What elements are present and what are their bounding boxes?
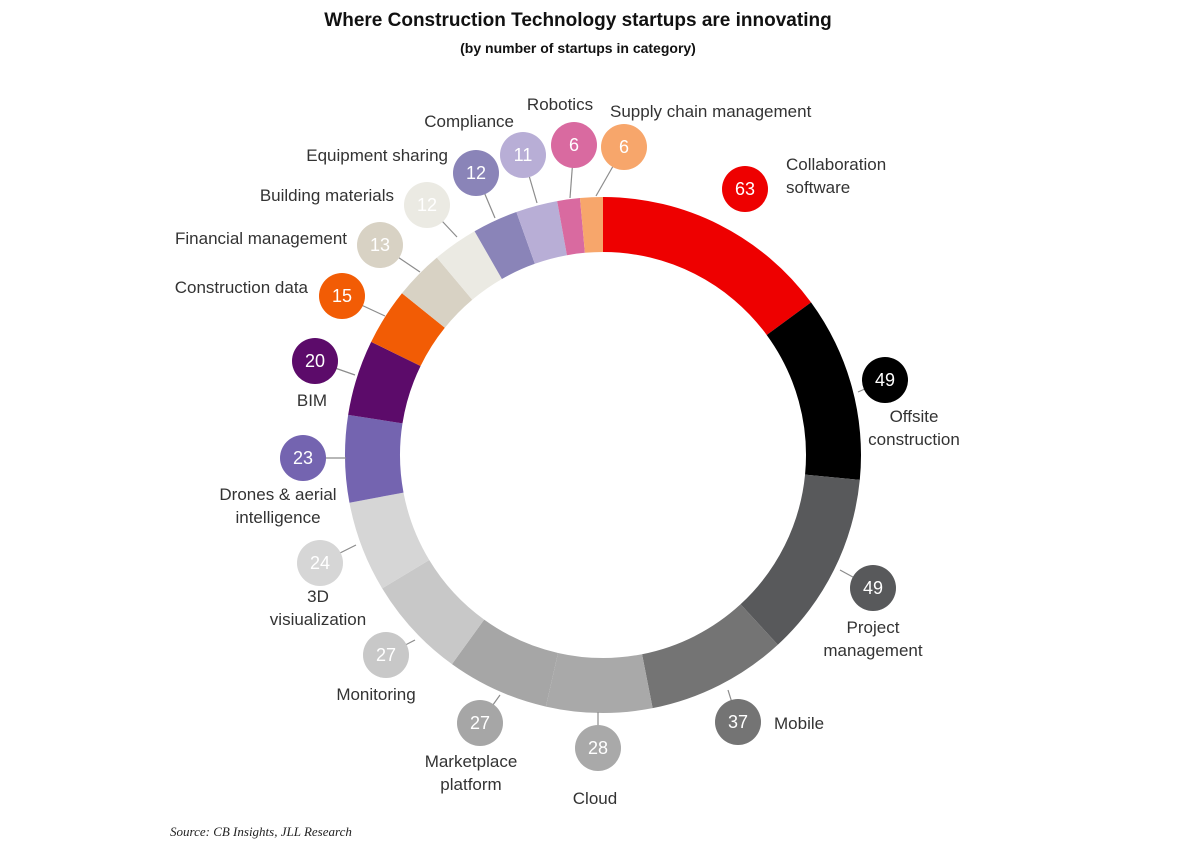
category-label-2: Project management — [823, 618, 923, 660]
category-label-0-line-1: software — [786, 178, 850, 197]
category-label-13-line-0: Equipment sharing — [306, 146, 448, 165]
value-label-9: 20 — [305, 351, 325, 371]
category-label-12: Building materials — [260, 186, 394, 205]
source-note: Source: CB Insights, JLL Research — [170, 824, 352, 839]
value-bubble-9 — [292, 338, 338, 384]
category-label-16-line-0: Supply chain management — [610, 102, 812, 121]
category-label-2-line-0: Project — [847, 618, 900, 637]
value-label-4: 28 — [588, 738, 608, 758]
category-label-5-line-0: Marketplace — [425, 752, 518, 771]
value-label-7: 24 — [310, 553, 330, 573]
chart-subtitle: (by number of startups in category) — [460, 40, 696, 56]
value-label-2: 49 — [863, 578, 883, 598]
category-label-3: Mobile — [774, 714, 824, 733]
slice-13 — [474, 211, 535, 279]
value-label-14: 11 — [514, 145, 533, 165]
slice-1 — [766, 302, 861, 480]
slice-7 — [349, 492, 430, 589]
value-label-12: 12 — [417, 195, 437, 215]
value-label-5: 27 — [470, 713, 490, 733]
category-label-11-line-0: Financial management — [175, 229, 347, 248]
value-bubble-8 — [280, 435, 326, 481]
slice-3 — [642, 604, 778, 709]
value-label-0: 63 — [735, 179, 755, 199]
value-bubble-11 — [357, 222, 403, 268]
slice-0 — [603, 197, 812, 335]
category-label-8-line-0: Drones & aerial — [219, 485, 336, 504]
category-label-14: Compliance — [424, 112, 514, 131]
category-label-14-line-0: Compliance — [424, 112, 514, 131]
category-label-8: Drones & aerial intelligence — [219, 485, 336, 527]
slice-2 — [740, 474, 860, 645]
category-label-0-line-0: Collaboration — [786, 155, 886, 174]
category-label-5: Marketplace platform — [425, 752, 518, 794]
chart-title: Where Construction Technology startups a… — [324, 10, 831, 31]
category-label-1-line-1: construction — [868, 430, 960, 449]
category-label-3-line-0: Mobile — [774, 714, 824, 733]
value-label-15: 6 — [569, 135, 579, 155]
value-bubble-7 — [297, 540, 343, 586]
value-bubble-14 — [500, 132, 546, 178]
donut-slices — [345, 197, 861, 713]
value-label-1: 49 — [875, 370, 895, 390]
category-label-10: Construction data — [175, 278, 309, 297]
category-label-4-line-0: Cloud — [573, 789, 617, 808]
value-bubble-0 — [722, 166, 768, 212]
category-label-9-line-0: BIM — [297, 391, 327, 410]
slice-5 — [451, 619, 559, 707]
value-bubble-16 — [601, 124, 647, 170]
value-bubble-12 — [404, 182, 450, 228]
category-label-16: Supply chain management — [610, 102, 812, 121]
slice-16 — [579, 197, 603, 253]
value-bubble-5 — [457, 700, 503, 746]
slice-14 — [516, 201, 567, 264]
value-bubble-6 — [363, 632, 409, 678]
category-label-8-line-1: intelligence — [235, 508, 320, 527]
slice-9 — [348, 341, 421, 424]
value-bubbles: 63 49 49 37 28 27 27 24 23 20 15 13 12 12 11 6 6 — [280, 122, 908, 771]
value-label-11: 13 — [370, 235, 390, 255]
slice-8 — [345, 414, 404, 503]
slice-12 — [436, 231, 502, 300]
category-label-7-line-0: 3D — [307, 587, 329, 606]
value-label-13: 12 — [466, 163, 486, 183]
category-label-9: BIM — [297, 391, 327, 410]
category-label-1: Offsite construction — [868, 407, 960, 449]
category-labels: Collaboration software Offsite construction… — [175, 95, 960, 808]
value-bubble-13 — [453, 150, 499, 196]
category-label-13: Equipment sharing — [306, 146, 448, 165]
slice-10 — [371, 293, 445, 366]
value-label-3: 37 — [728, 712, 748, 732]
category-label-5-line-1: platform — [440, 775, 501, 794]
value-bubble-1 — [862, 357, 908, 403]
category-label-15: Robotics — [527, 95, 593, 114]
value-bubble-4 — [575, 725, 621, 771]
value-bubble-10 — [319, 273, 365, 319]
category-label-7-line-1: visiualization — [270, 610, 366, 629]
category-label-6: Monitoring — [336, 685, 415, 704]
category-label-2-line-1: management — [823, 641, 923, 660]
category-label-12-line-0: Building materials — [260, 186, 394, 205]
category-label-15-line-0: Robotics — [527, 95, 593, 114]
value-bubble-15 — [551, 122, 597, 168]
value-label-16: 6 — [619, 137, 629, 157]
slice-4 — [545, 652, 653, 713]
category-label-11: Financial management — [175, 229, 347, 248]
slice-6 — [382, 559, 485, 665]
category-label-0: Collaboration software — [786, 155, 886, 197]
category-label-7: 3D visiualization — [270, 587, 366, 629]
slice-11 — [401, 257, 473, 328]
value-label-10: 15 — [332, 286, 352, 306]
slice-15 — [557, 198, 585, 256]
category-label-4: Cloud — [573, 789, 617, 808]
value-label-6: 27 — [376, 645, 396, 665]
category-label-1-line-0: Offsite — [890, 407, 939, 426]
value-label-8: 23 — [293, 448, 313, 468]
category-label-6-line-0: Monitoring — [336, 685, 415, 704]
value-bubble-3 — [715, 699, 761, 745]
value-bubble-2 — [850, 565, 896, 611]
category-label-10-line-0: Construction data — [175, 278, 309, 297]
